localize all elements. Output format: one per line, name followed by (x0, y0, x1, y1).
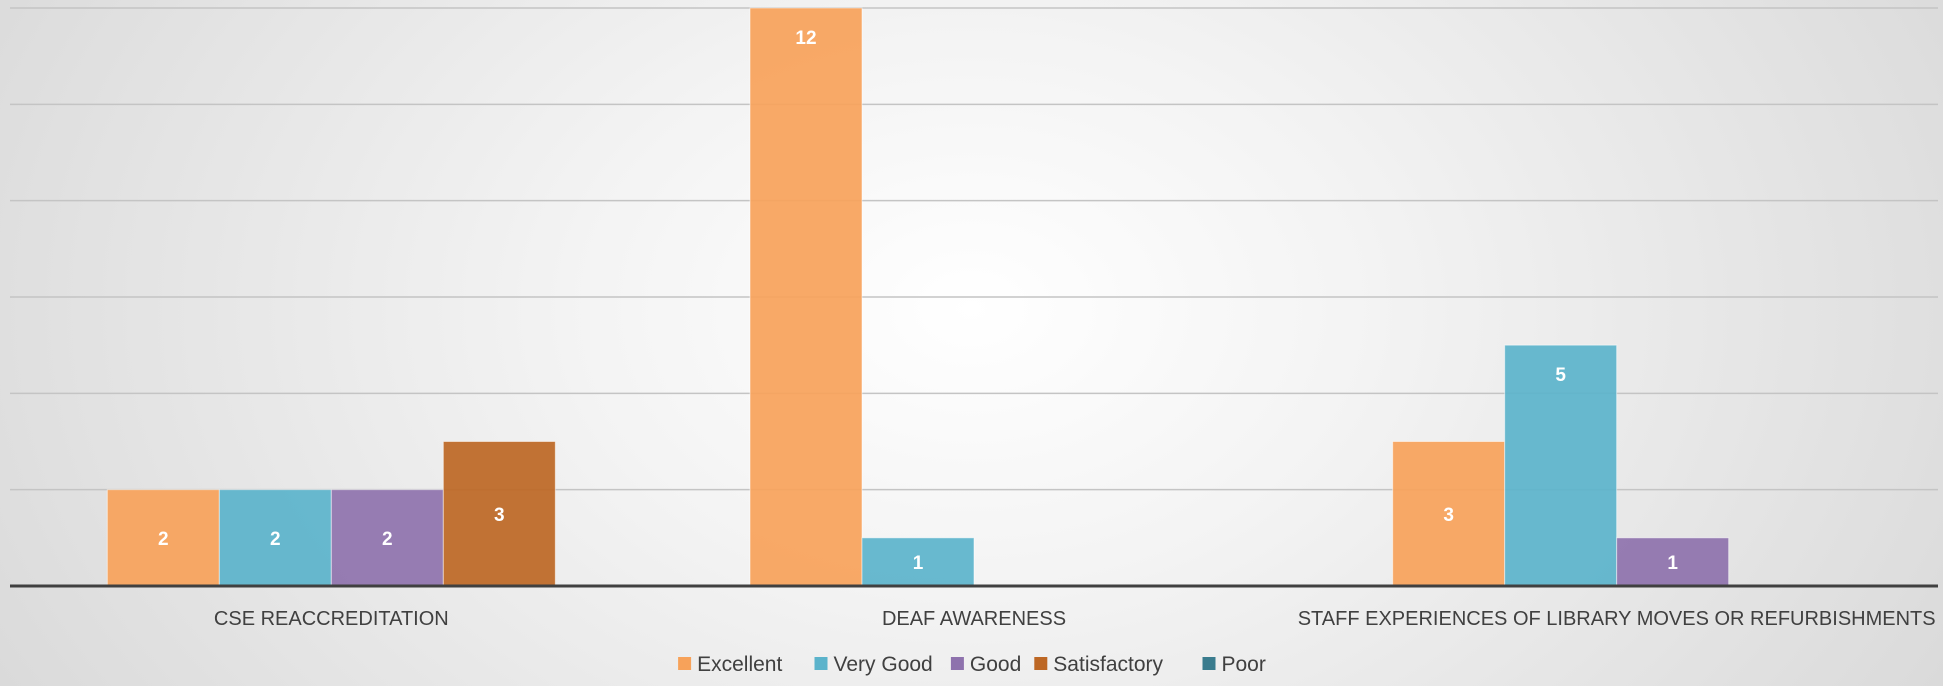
bar-very-good (1504, 344, 1618, 587)
legend-label: Good (970, 653, 1021, 676)
legend-label: Poor (1222, 653, 1266, 676)
bar-good (330, 489, 444, 587)
data-label: 5 (1555, 365, 1566, 386)
category-label: DEAF AWARENESS (882, 608, 1066, 630)
category-label: CSE REACCREDITATION (214, 608, 449, 630)
legend-item-very-good: Very Good (814, 653, 933, 676)
bar-good (1616, 537, 1730, 587)
legend: Excellent Very Good Good Satisfactory Poor (678, 653, 1266, 676)
legend-swatch (1202, 657, 1216, 670)
category-label: STAFF EXPERIENCES OF LIBRARY MOVES OR RE… (1298, 608, 1936, 630)
legend-item-excellent: Excellent (678, 653, 782, 676)
legend-item-good: Good (950, 653, 1021, 676)
data-label: 3 (1443, 505, 1454, 526)
legend-item-satisfactory: Satisfactory (1034, 653, 1164, 676)
bar-excellent (749, 7, 863, 587)
data-label: 3 (494, 505, 505, 526)
bar-satisfactory (442, 441, 556, 587)
legend-label: Excellent (697, 653, 782, 676)
bar-very-good (861, 537, 975, 587)
legend-item-poor: Poor (1202, 653, 1266, 676)
legend-label: Satisfactory (1053, 653, 1163, 676)
data-label: 1 (913, 553, 924, 574)
legend-swatch (1034, 657, 1048, 670)
data-label: 2 (158, 529, 169, 550)
data-label: 2 (382, 529, 393, 550)
legend-swatch (678, 657, 692, 670)
gridlines (10, 7, 1938, 491)
data-label: 1 (1667, 553, 1678, 574)
legend-swatch (814, 657, 828, 670)
data-label: 12 (795, 28, 816, 49)
data-label: 2 (270, 529, 281, 550)
category-labels: CSE REACCREDITATION DEAF AWARENESS STAFF E… (214, 608, 1936, 630)
legend-swatch (950, 657, 964, 670)
legend-label: Very Good (834, 653, 933, 676)
bar-very-good (218, 489, 332, 587)
